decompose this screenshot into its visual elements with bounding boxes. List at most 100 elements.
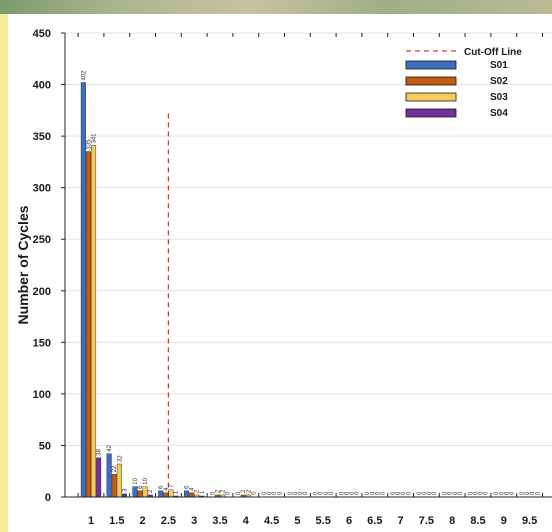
legend-swatch-s03 <box>405 92 457 102</box>
chart-frame: 402 335 341 38 42 22 32 3 10 6 10 2 6 4 7 1 6 4 2 1 0 2 2 0 0 2 2 0… <box>8 14 552 532</box>
legend-swatch-s02 <box>405 76 457 86</box>
axes <box>61 32 552 498</box>
bar-value-label: 0 <box>293 491 299 495</box>
x-tick-label: 9.5 <box>522 515 537 527</box>
bar-value-label: 0 <box>365 491 371 495</box>
bar-value-label: 10 <box>133 477 139 484</box>
x-tick-label: 9 <box>501 515 507 527</box>
bar-s01 <box>80 82 86 498</box>
y-tick-label: 50 <box>39 440 51 452</box>
bar-s01 <box>184 490 190 498</box>
bar-value-label: 0 <box>432 491 438 495</box>
bar-value-label: 7 <box>169 484 175 488</box>
y-tick-label: 250 <box>33 234 51 246</box>
bar-value-label: 0 <box>370 491 376 495</box>
background-photo-strip <box>0 0 552 14</box>
bar-value-label: 0 <box>417 491 423 495</box>
bar-value-label: 6 <box>138 485 144 489</box>
x-tick-label: 4.5 <box>264 515 279 527</box>
y-tick-label: 0 <box>45 492 51 504</box>
bar-value-label: 1 <box>174 490 180 494</box>
legend-cutoff-label: Cut-Off Line <box>464 47 522 58</box>
bar-value-label: 2 <box>215 489 221 493</box>
legend-label-s03: S03 <box>490 92 508 103</box>
bar-value-label: 0 <box>453 491 459 495</box>
bar-value-label: 0 <box>509 491 515 495</box>
bar-value-label: 0 <box>226 491 232 495</box>
bar-value-label: 22 <box>112 465 118 472</box>
legend-label-s04: S04 <box>490 108 508 119</box>
bar-s02 <box>137 490 143 498</box>
x-tick-label: 7.5 <box>419 515 434 527</box>
bar-value-label: 0 <box>422 491 428 495</box>
y-tick-label: 100 <box>33 389 51 401</box>
bar-s02 <box>163 492 169 498</box>
legend-label-s02: S02 <box>490 76 508 87</box>
bar-value-label: 0 <box>520 491 526 495</box>
y-axis-title: Number of Cycles <box>15 205 31 324</box>
bar-value-label: 0 <box>406 491 412 495</box>
bar-value-label: 0 <box>236 491 242 495</box>
x-tick-label: 2.5 <box>161 515 176 527</box>
bar-value-label: 341 <box>92 133 98 144</box>
bar-value-label: 0 <box>380 491 386 495</box>
x-tick-label: 5 <box>294 515 300 527</box>
bar-s02 <box>85 151 91 498</box>
bar-value-label: 2 <box>221 489 227 493</box>
bar-value-label: 10 <box>143 477 149 484</box>
x-tick-label: 6 <box>346 515 352 527</box>
bar-value-label: 0 <box>262 491 268 495</box>
bar-value-label: 6 <box>159 485 165 489</box>
bar-value-label: 0 <box>329 491 335 495</box>
bar-value-label: 0 <box>473 491 479 495</box>
bar-value-label: 0 <box>298 491 304 495</box>
bar-value-label: 2 <box>195 489 201 493</box>
bars <box>80 82 251 498</box>
bar-value-label: 0 <box>391 491 397 495</box>
bar-value-label: 0 <box>484 491 490 495</box>
x-tick-label: 1 <box>88 515 94 527</box>
bar-value-label: 0 <box>251 491 257 495</box>
bar-s04 <box>96 457 102 498</box>
bar-s03 <box>91 145 97 498</box>
x-tick-label: 4 <box>243 515 250 527</box>
legend-swatch-s01 <box>405 60 457 70</box>
bar-value-label: 0 <box>396 491 402 495</box>
bar-value-label: 0 <box>277 491 283 495</box>
bar-value-label: 0 <box>535 491 541 495</box>
bar-value-label: 0 <box>479 491 485 495</box>
grid <box>65 32 552 446</box>
bar-value-label: 0 <box>499 491 505 495</box>
bar-value-label: 4 <box>164 487 170 491</box>
x-tick-label: 7 <box>398 515 404 527</box>
x-tick-label: 8 <box>449 515 455 527</box>
bar-value-label: 335 <box>86 139 92 150</box>
bar-value-label: 0 <box>339 491 345 495</box>
x-tick-label: 8.5 <box>470 515 485 527</box>
bar-value-label: 0 <box>324 491 330 495</box>
bar-value-label: 4 <box>190 487 196 491</box>
y-tick-label: 150 <box>33 337 51 349</box>
y-tick-label: 400 <box>33 80 51 92</box>
bar-value-label: 38 <box>97 448 103 455</box>
bar-value-label: 0 <box>350 491 356 495</box>
bar-s01 <box>158 490 164 498</box>
bar-value-label: 0 <box>319 491 325 495</box>
bar-value-label: 0 <box>401 491 407 495</box>
bar-value-label: 2 <box>246 489 252 493</box>
bar-value-label: 0 <box>288 491 294 495</box>
legend: Cut-Off Line S01 S02 S03 S04 <box>405 47 522 119</box>
x-tick-label: 1.5 <box>109 515 124 527</box>
bar-value-label: 0 <box>504 491 510 495</box>
bar-value-label: 1 <box>200 490 206 494</box>
bar-value-label: 0 <box>494 491 500 495</box>
x-tick-label: 3.5 <box>212 515 227 527</box>
y-tick-label: 450 <box>33 28 51 40</box>
bar-value-label: 42 <box>107 444 113 451</box>
bar-value-label: 0 <box>458 491 464 495</box>
bar-value-label: 0 <box>267 491 273 495</box>
bar-value-label: 2 <box>148 489 154 493</box>
bar-value-label: 0 <box>355 491 361 495</box>
